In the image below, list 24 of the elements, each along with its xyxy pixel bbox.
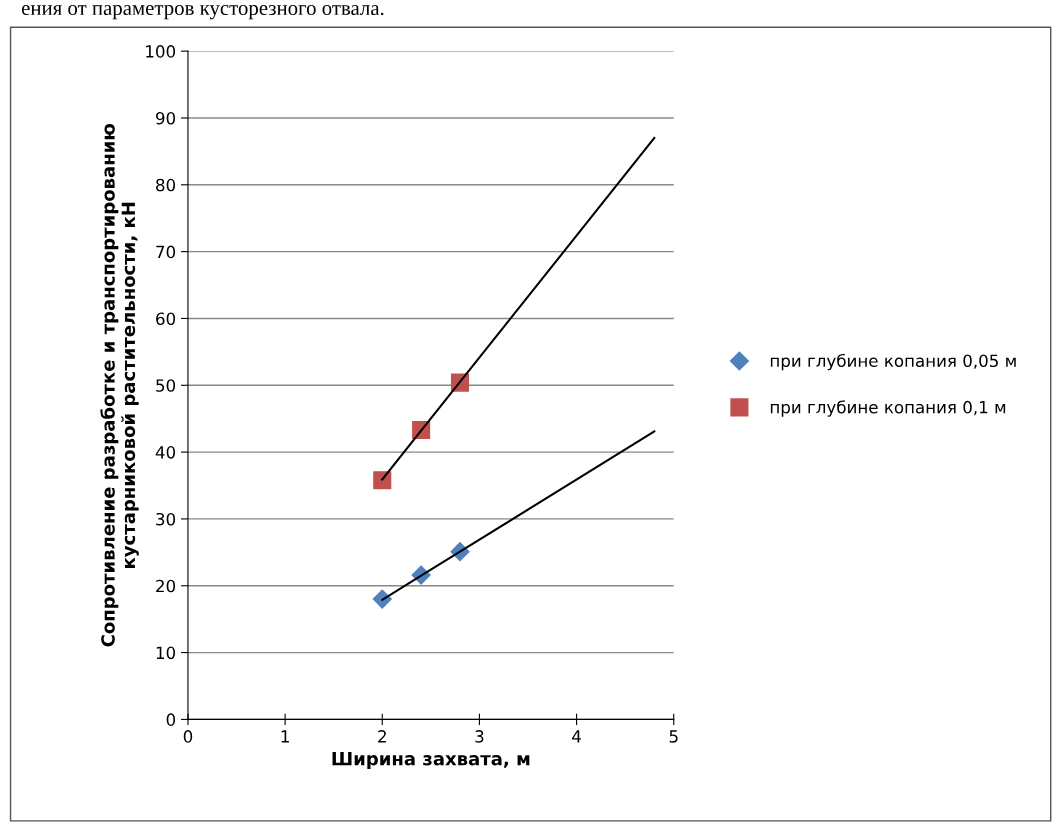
y-tick-label: 20 [156,579,176,593]
x-tick-label: 3 [475,730,484,743]
y-tick-label: 0 [166,713,176,726]
x-tick-label: 2 [378,730,386,743]
y-tick-label: 70 [156,245,176,259]
point [372,589,392,609]
x-tick-label: 1 [281,730,289,743]
y-tick-label: 40 [155,446,176,459]
point [373,471,392,490]
y-tick-label: 50 [156,379,176,392]
x-tick-label: 4 [572,730,581,743]
y-axis-title: Сопротивление разработке и транспортированию кустарниковой растительности, кН [100,123,139,647]
x-axis-title: Ширина захвата, м [332,752,530,769]
text: ения от параметров кусторезного отвала. [21,5,384,20]
y-tick-label: 80 [156,178,176,192]
y-tick-label: 90 [156,111,176,125]
legend-label: при глубине копания 0,05 м [770,353,1016,371]
y-tick-label: 30 [156,512,176,526]
y-tick-label: 100 [146,45,176,58]
x-tick-label: 0 [183,730,193,743]
legend-label: при глубине копания 0,1 м [770,400,1006,417]
y-tick-label: 60 [156,312,176,326]
y-tick-label: 10 [156,646,176,660]
x-tick-label: 5 [669,730,678,743]
